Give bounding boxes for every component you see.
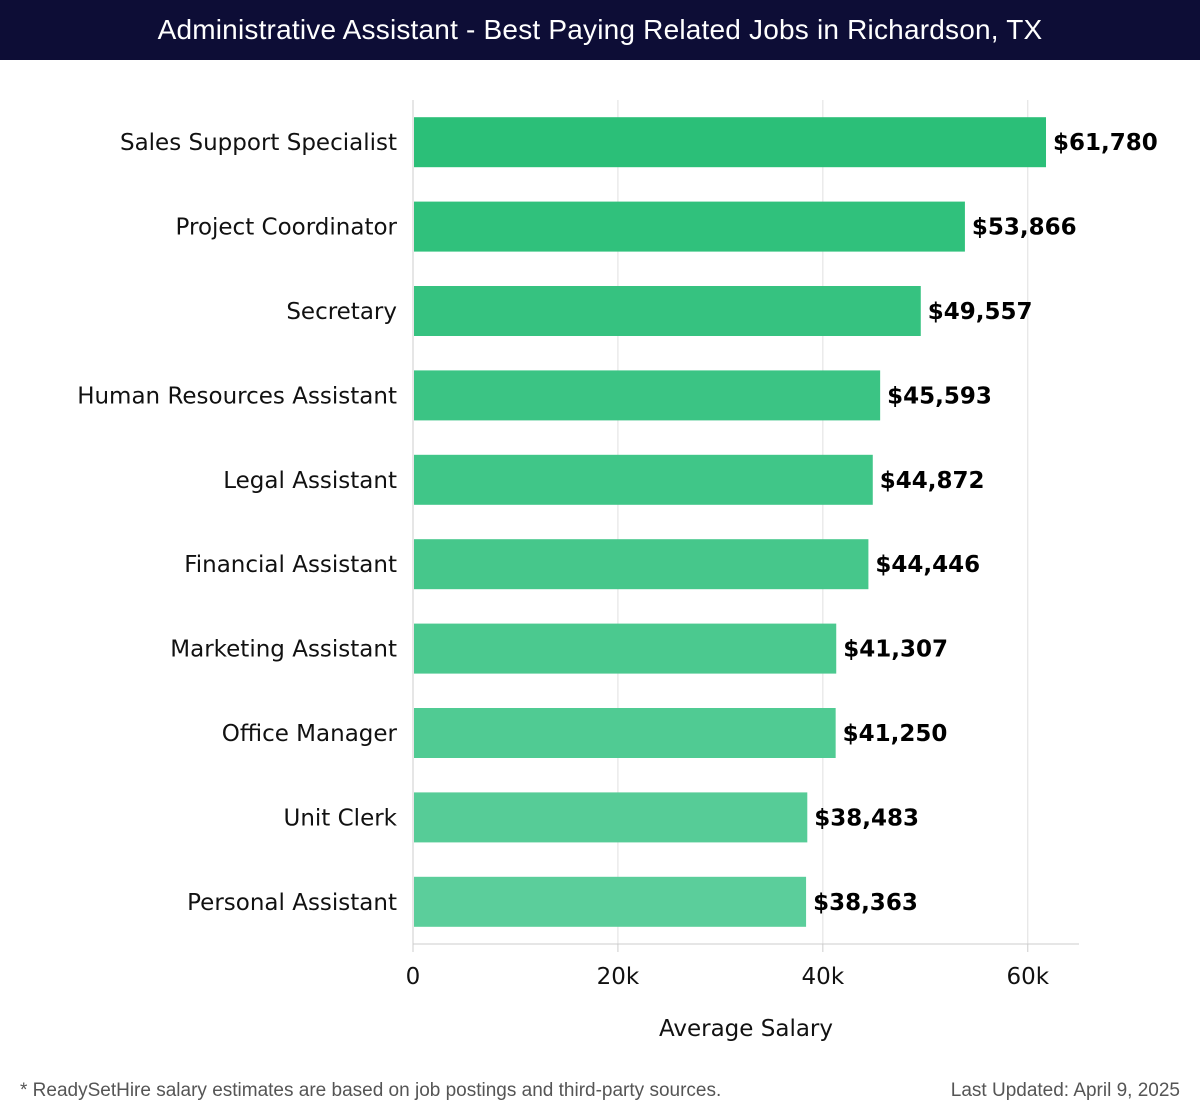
bar-1 [414,201,965,252]
bar-6 [414,623,837,674]
x-tick-label-1: 20k [597,964,640,990]
value-label-9: $38,363 [813,890,918,916]
category-label-1: Project Coordinator [176,215,398,241]
bar-chart: 0 20k 40k 60k Sales Support Specialist $61,78… [77,100,1158,1042]
category-label-9: Personal Assistant [187,890,397,916]
x-tick-label-3: 60k [1006,964,1049,990]
chart-title: Administrative Assistant - Best Paying R… [0,0,1200,60]
bar-9 [414,876,807,927]
bar-2 [414,286,921,336]
category-label-0: Sales Support Specialist [120,130,397,156]
footer-disclaimer: * ReadySetHire salary estimates are base… [20,1080,722,1101]
category-label-7: Office Manager [222,721,398,747]
footer-last-updated: Last Updated: April 9, 2025 [950,1080,1180,1101]
value-label-8: $38,483 [814,805,919,831]
bar-0 [414,117,1047,168]
bar-4 [414,454,873,505]
category-label-6: Marketing Assistant [170,637,397,663]
value-label-2: $49,557 [928,299,1033,325]
value-label-5: $44,446 [875,552,980,578]
value-label-4: $44,872 [880,468,985,494]
category-label-8: Unit Clerk [283,805,397,831]
value-label-6: $41,307 [843,637,948,663]
value-label-3: $45,593 [887,383,992,409]
x-tick-label-2: 40k [802,964,845,990]
category-label-5: Financial Assistant [184,552,397,578]
value-label-0: $61,780 [1053,130,1158,156]
category-label-4: Legal Assistant [223,468,397,494]
bar-8 [414,792,808,843]
x-axis-title: Average Salary [659,1016,833,1042]
x-tick-label-0: 0 [406,964,421,990]
category-label-2: Secretary [286,299,397,325]
bar-7 [414,708,836,758]
category-label-3: Human Resources Assistant [77,383,397,409]
bar-3 [414,370,881,421]
value-label-1: $53,866 [972,215,1077,241]
value-label-7: $41,250 [843,721,948,747]
bar-5 [414,539,869,590]
